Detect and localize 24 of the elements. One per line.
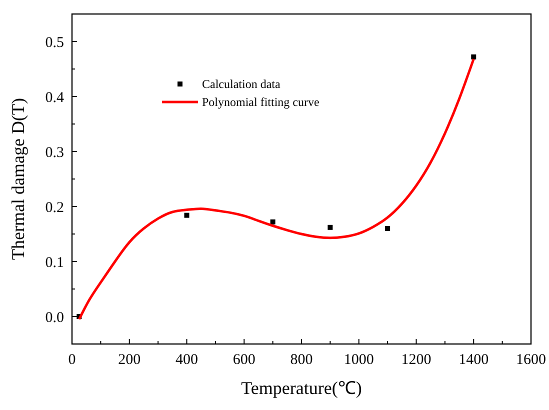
y-tick-label: 0.0 [45,310,64,326]
point [270,219,276,224]
x-tick-label: 1200 [401,352,432,368]
legend-label: Calculation data [202,77,281,92]
x-tick-label: 1400 [458,352,489,368]
x-tick-label: 800 [290,352,313,368]
point [385,226,390,231]
point [184,212,190,218]
y-tick-label: 0.1 [45,254,64,271]
point [328,224,333,230]
x-tick-label: 1000 [344,352,374,368]
x-tick-label: 0 [68,352,76,368]
legend-label: Polynomial fitting curve [202,95,320,110]
y-tick-label: 0.2 [45,200,64,216]
y-tick-label: 0.3 [45,144,64,161]
x-tick-label: 600 [232,352,256,368]
x-tick-label: 200 [118,352,141,368]
x-tick-label: 1600 [516,352,546,368]
point [471,54,476,60]
y-tick-label: 0.5 [45,34,64,51]
y-tick-label: 0.4 [45,90,64,106]
y-axis-title: Thermal damage D(T) [8,98,28,260]
x-tick-label: 400 [176,352,198,368]
x-axis-title: Temperature(℃) [241,378,362,398]
